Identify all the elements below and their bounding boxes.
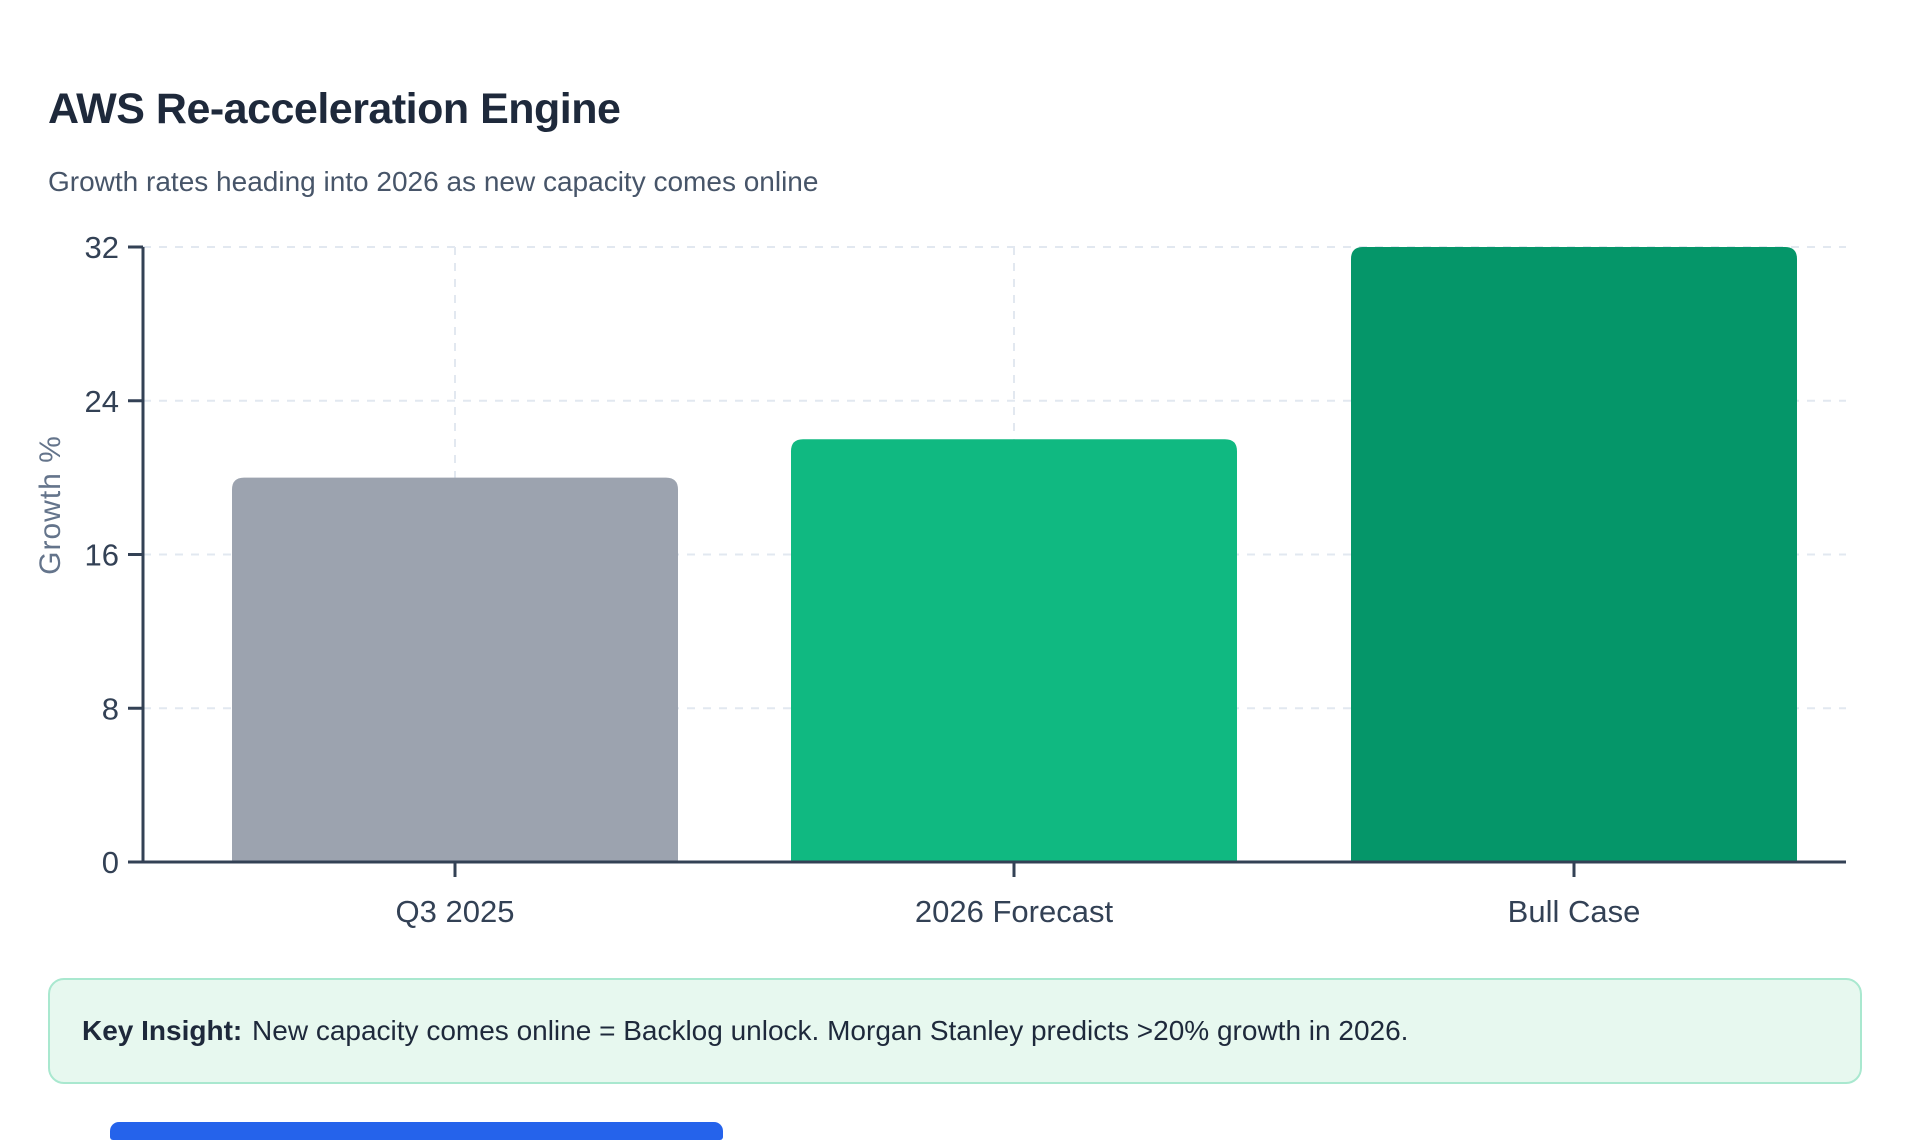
y-tick-label: 16	[85, 538, 119, 573]
bar-q3-2025	[232, 477, 678, 862]
bar-chart-svg: 0 8 16 24 32 Q3 2025 2026 Forecast Bull Case Gro…	[34, 230, 1846, 929]
x-tick-label: Bull Case	[1508, 894, 1641, 929]
bar-2026-forecast	[791, 439, 1237, 862]
y-axis-title: Growth %	[34, 435, 67, 575]
key-insight-text: New capacity comes online = Backlog unlo…	[252, 1015, 1409, 1046]
y-tick-label: 24	[85, 384, 119, 419]
chart-subtitle: Growth rates heading into 2026 as new ca…	[48, 166, 819, 197]
bar-bull-case	[1351, 247, 1797, 862]
x-tick-label: Q3 2025	[396, 894, 515, 929]
chart-title: AWS Re-acceleration Engine	[48, 84, 621, 133]
x-tick-label: 2026 Forecast	[915, 894, 1114, 929]
y-tick-label: 32	[85, 230, 119, 265]
bottom-scrollbar-thumb[interactable]	[110, 1122, 723, 1140]
y-tick-label: 8	[102, 691, 119, 726]
y-tick-label: 0	[102, 845, 119, 880]
key-insight-label: Key Insight:	[82, 1015, 243, 1046]
key-insight-box: Key Insight: New capacity comes online = …	[48, 978, 1862, 1084]
